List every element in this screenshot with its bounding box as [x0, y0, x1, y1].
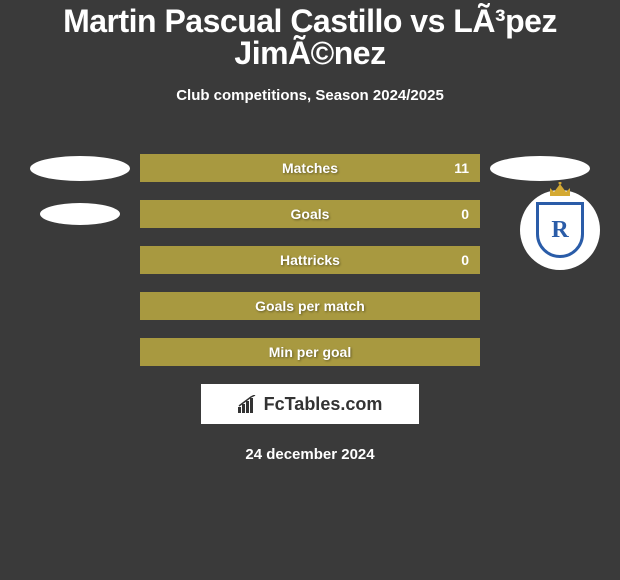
stat-bar-goals: Goals 0: [140, 200, 480, 228]
ellipse-icon: [40, 203, 120, 225]
brand-text: FcTables.com: [264, 394, 383, 415]
stat-label: Goals: [291, 206, 330, 222]
ellipse-icon: [30, 156, 130, 181]
subtitle: Club competitions, Season 2024/2025: [0, 87, 620, 104]
stat-row-hattricks: Hattricks 0: [0, 246, 620, 274]
shield-letter: R: [551, 217, 568, 244]
stat-bar-gpm: Goals per match: [140, 292, 480, 320]
stat-row-matches: Matches 11: [0, 154, 620, 182]
crown-icon: [548, 182, 572, 198]
stat-label: Matches: [282, 160, 338, 176]
stat-bar-matches: Matches 11: [140, 154, 480, 182]
stat-bar-mpg: Min per goal: [140, 338, 480, 366]
player2-icon-placeholder: [480, 156, 600, 181]
stat-row-goals: Goals 0 R: [0, 200, 620, 228]
stat-rows-container: Matches 11 Goals 0: [0, 154, 620, 366]
brand-logo: FcTables.com: [238, 394, 383, 415]
stat-value: 0: [461, 206, 469, 222]
stat-row-gpm: Goals per match: [0, 292, 620, 320]
date-text: 24 december 2024: [0, 446, 620, 463]
stat-label: Min per goal: [269, 344, 351, 360]
stat-row-mpg: Min per goal: [0, 338, 620, 366]
stat-bar-hattricks: Hattricks 0: [140, 246, 480, 274]
ellipse-icon: [490, 156, 590, 181]
footer-brand-box: FcTables.com: [201, 384, 419, 424]
stat-label: Hattricks: [280, 252, 340, 268]
bar-chart-icon: [238, 395, 260, 413]
comparison-infographic: Martin Pascual Castillo vs LÃ³pez JimÃ©n…: [0, 0, 620, 580]
stat-label: Goals per match: [255, 298, 365, 314]
player1-icon-placeholder: [20, 203, 140, 225]
player1-icon-placeholder: [20, 156, 140, 181]
stat-value: 0: [461, 252, 469, 268]
stat-value: 11: [454, 160, 469, 176]
page-title: Martin Pascual Castillo vs LÃ³pez JimÃ©n…: [0, 5, 620, 69]
